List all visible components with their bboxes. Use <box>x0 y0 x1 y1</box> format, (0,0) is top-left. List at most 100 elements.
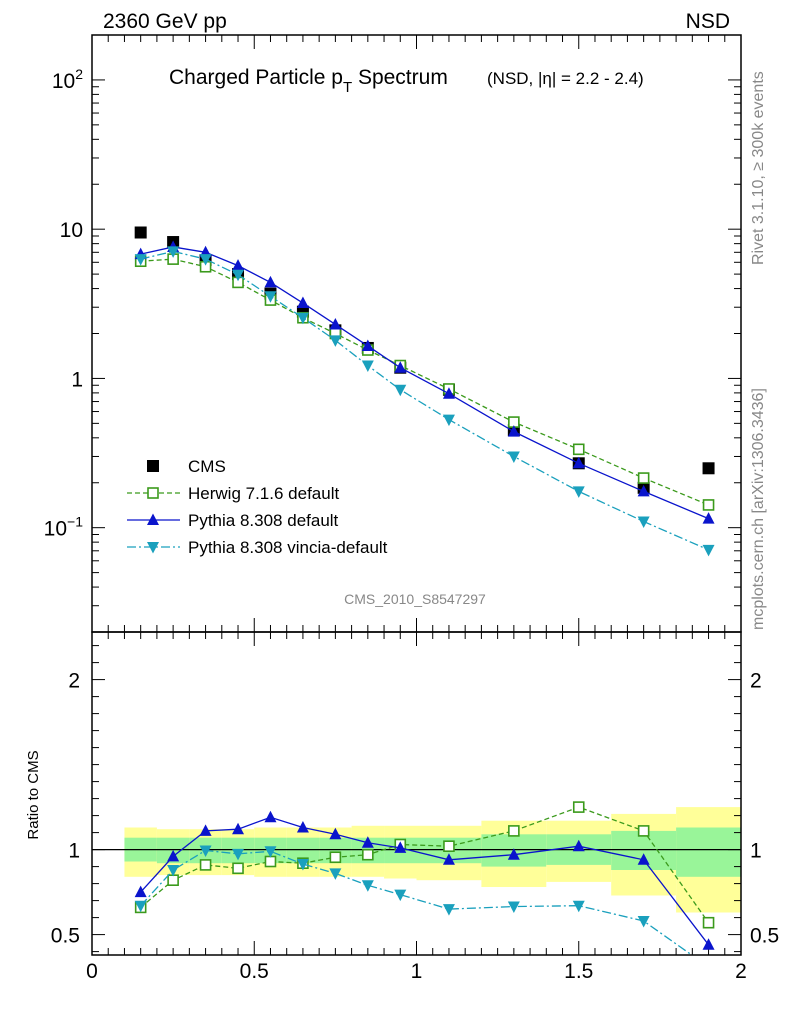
main-point-vincia-3 <box>232 269 245 282</box>
main-line-vincia <box>140 250 709 551</box>
ratio-point-pythia-2 <box>199 824 212 836</box>
main-point-cms-0 <box>134 226 147 239</box>
main-point-vincia-10 <box>507 451 520 463</box>
ratio-point-vincia-9 <box>442 904 455 916</box>
legend-item-vincia: Pythia 8.308 vincia-default <box>127 538 388 557</box>
legend-item-herwig: Herwig 7.1.6 default <box>127 484 339 503</box>
ratio-point-pythia-3 <box>232 822 245 835</box>
main-point-pythia-4 <box>264 275 277 288</box>
main-point-herwig-11 <box>572 443 585 456</box>
ratio-point-herwig-13 <box>702 916 715 929</box>
ratio-point-herwig-7 <box>362 848 374 861</box>
main-point-pythia-9 <box>442 387 455 399</box>
ratio-ytick-label-left-2: 0.5 <box>51 925 80 948</box>
main-point-pythia-3 <box>232 259 245 271</box>
ratio-point-pythia-0 <box>134 885 147 898</box>
xtick-label-4: 2 <box>735 960 747 983</box>
ratio-ytick-label-left-1: 1 <box>68 840 80 863</box>
chart-subtitle: (NSD, |η| = 2.2 - 2.4) <box>487 69 644 88</box>
main-point-vincia-11 <box>572 486 585 498</box>
ratio-point-vincia-10 <box>507 901 520 914</box>
ratio-point-herwig-9 <box>443 840 455 853</box>
ratio-point-vincia-3 <box>232 848 245 861</box>
main-point-cms-13 <box>702 462 715 475</box>
ratio-point-pythia-8 <box>394 841 407 853</box>
ratio-point-vincia-6 <box>329 868 342 880</box>
main-point-herwig-13 <box>702 499 715 511</box>
ratio-point-pythia-6 <box>329 827 342 840</box>
main-ytick-label-3: 10−1 <box>44 514 84 541</box>
main-point-vincia-0 <box>134 254 147 266</box>
ratio-point-herwig-6 <box>329 851 342 864</box>
legend-item-pythia: Pythia 8.308 default <box>127 511 339 530</box>
ratio-point-vincia-8 <box>394 889 407 902</box>
legend-marker-vincia <box>147 542 159 554</box>
ratio-point-vincia-4 <box>264 846 277 858</box>
ratio-point-vincia-0 <box>134 900 147 913</box>
main-point-pythia-13 <box>702 512 715 524</box>
ratio-point-herwig-1 <box>167 874 179 887</box>
ratio-point-pythia-10 <box>507 848 520 860</box>
main-point-herwig-12 <box>637 472 650 484</box>
xtick-label-1: 0.5 <box>240 960 269 983</box>
legend-label-pythia: Pythia 8.308 default <box>188 511 339 530</box>
ratio-point-pythia-13 <box>702 938 715 950</box>
ratio-line-pythia <box>140 816 710 946</box>
main-point-pythia-10 <box>507 425 520 437</box>
ratio-ytick-label-right-2: 0.5 <box>750 925 779 948</box>
main-point-pythia-8 <box>394 361 407 373</box>
ratio-point-herwig-2 <box>199 859 212 871</box>
ratio-point-pythia-7 <box>361 836 374 848</box>
ratio-point-vincia-2 <box>199 845 212 857</box>
rivet-label: Rivet 3.1.10, ≥ 300k events <box>750 71 767 265</box>
main-point-vincia-2 <box>199 254 212 266</box>
analysis-watermark: CMS_2010_S8547297 <box>344 591 486 607</box>
legend-item-cms: CMS <box>147 457 226 476</box>
legend: CMS Herwig 7.1.6 default Pythia 8.308 defa… <box>127 457 388 557</box>
ratio-point-vincia-1 <box>167 865 180 877</box>
main-series-pythia <box>134 240 715 524</box>
legend-label-herwig: Herwig 7.1.6 default <box>188 484 339 503</box>
main-ytick-label-1: 10 <box>60 219 83 242</box>
ratio-point-herwig-12 <box>637 825 650 837</box>
main-series-vincia <box>134 246 715 557</box>
main-point-pythia-12 <box>637 484 650 497</box>
ratio-series-herwig <box>134 801 715 929</box>
main-point-vincia-7 <box>361 360 374 373</box>
ratio-point-pythia-5 <box>296 821 309 833</box>
main-point-vincia-5 <box>296 312 309 325</box>
main-point-pythia-7 <box>361 339 374 351</box>
main-line-herwig <box>140 258 709 506</box>
ratio-point-vincia-11 <box>572 900 585 913</box>
ratio-point-pythia-1 <box>167 849 180 862</box>
main-ytick-label-2: 1 <box>71 368 83 391</box>
main-point-vincia-6 <box>329 335 342 347</box>
chart-title: Charged Particle pT Spectrum <box>169 66 448 96</box>
xtick-label-0: 0 <box>86 960 98 983</box>
xtick-label-2: 1 <box>411 960 423 983</box>
legend-label-vincia: Pythia 8.308 vincia-default <box>188 538 388 557</box>
main-point-pythia-6 <box>329 317 342 330</box>
ratio-point-herwig-4 <box>264 855 277 868</box>
main-point-vincia-4 <box>264 291 277 303</box>
ratio-point-herwig-11 <box>572 801 585 813</box>
ratio-point-herwig-3 <box>232 862 244 875</box>
main-point-vincia-13 <box>702 544 715 557</box>
ratio-point-herwig-10 <box>508 825 520 837</box>
ratio-point-pythia-4 <box>264 810 277 823</box>
series-layer <box>134 226 715 955</box>
main-line-pythia <box>140 246 709 520</box>
main-point-vincia-8 <box>394 384 407 397</box>
axis-ticks: 102 10 1 10−1 2 2 1 1 0.5 0.5 0 0.5 1 1.5 2 <box>44 34 779 983</box>
ratio-point-pythia-11 <box>572 839 585 852</box>
header-right: NSD <box>686 10 730 33</box>
legend-marker-cms <box>147 460 159 472</box>
ratio-point-pythia-12 <box>637 853 650 865</box>
ratio-point-pythia-9 <box>442 853 455 865</box>
main-series-cms <box>134 226 715 494</box>
mcplots-label: mcplots.cern.ch [arXiv:1306.3436] <box>750 388 767 630</box>
ratio-ytick-label-right-0: 2 <box>750 670 762 693</box>
ratio-ytick-label-left-0: 2 <box>68 670 80 693</box>
main-ytick-label-0: 102 <box>52 66 83 93</box>
main-point-vincia-12 <box>637 516 650 529</box>
